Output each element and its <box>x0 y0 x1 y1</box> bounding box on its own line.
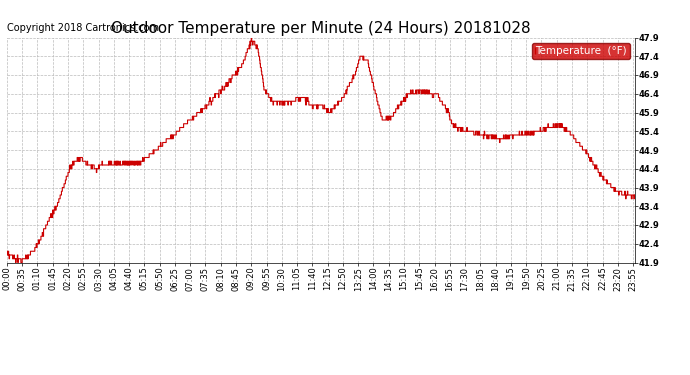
Text: Copyright 2018 Cartronics.com: Copyright 2018 Cartronics.com <box>7 23 159 33</box>
Title: Outdoor Temperature per Minute (24 Hours) 20181028: Outdoor Temperature per Minute (24 Hours… <box>111 21 531 36</box>
Legend: Temperature  (°F): Temperature (°F) <box>532 43 629 59</box>
